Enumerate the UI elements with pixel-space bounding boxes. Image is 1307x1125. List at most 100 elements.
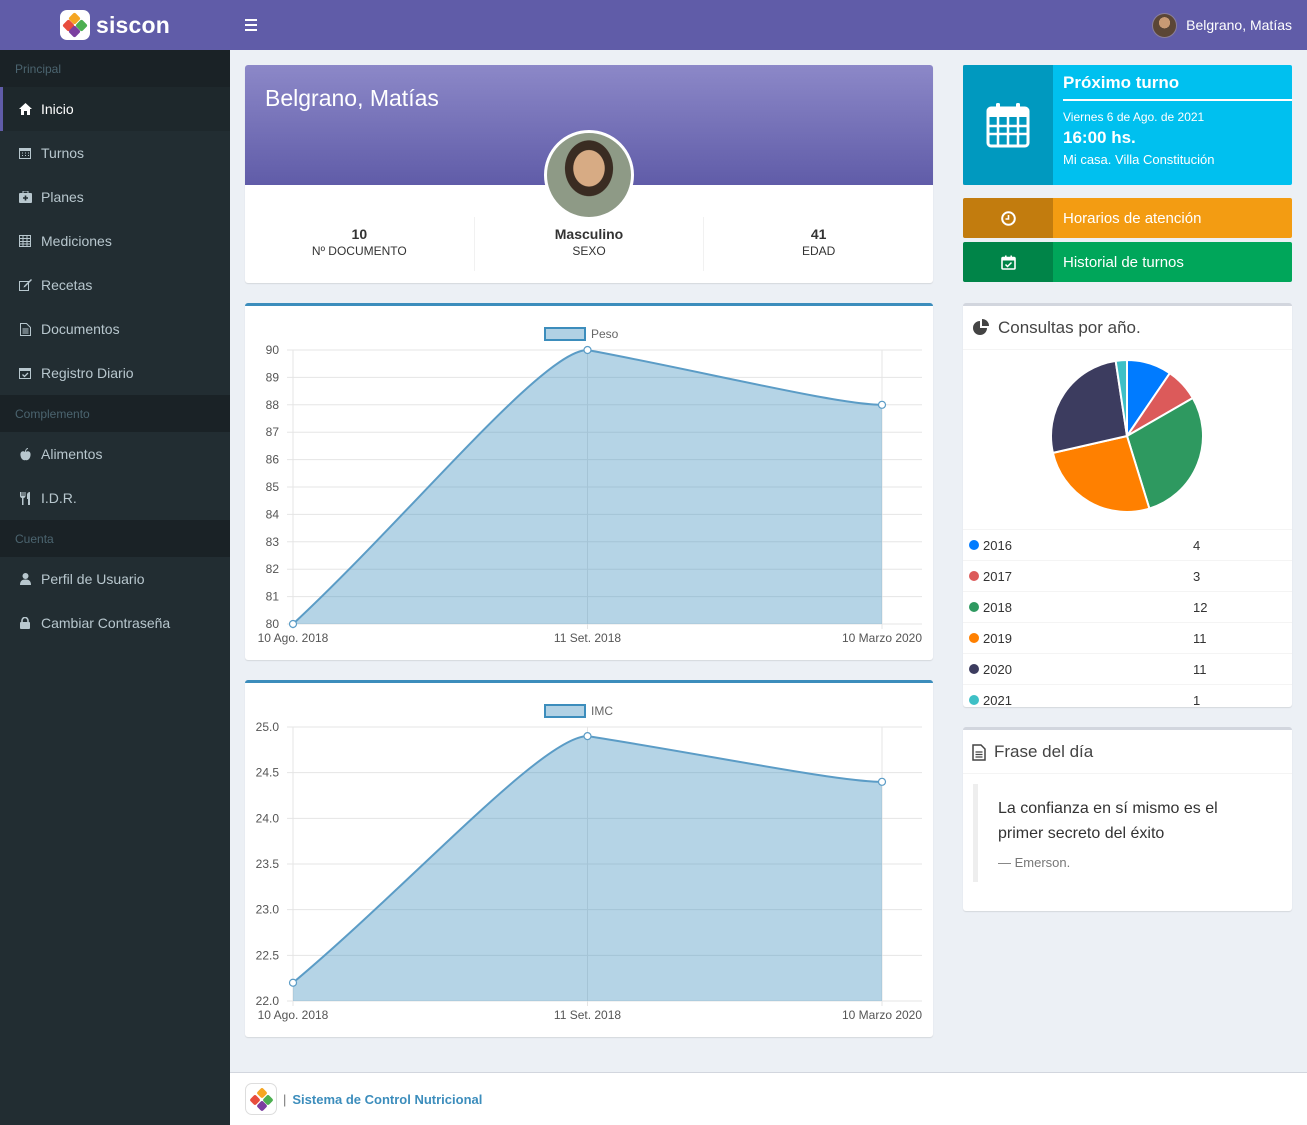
pie-slice-2019 [1051, 434, 1151, 513]
menu-toggle-icon[interactable] [245, 19, 259, 31]
calendar-icon [18, 146, 32, 160]
legend-year: 2017 [983, 568, 1012, 584]
sidebar-item-label: Perfil de Usuario [41, 571, 145, 587]
sidebar-item-label: Alimentos [41, 446, 103, 462]
imc-chart: IMC 22.0 22.5 23.0 23.5 24.0 24.5 25.0 10 Ago. 2… [256, 704, 922, 1022]
home-icon [18, 102, 32, 116]
x-tick-label: 10 Marzo 2020 [842, 631, 922, 645]
sidebar: Principal Inicio Turnos Planes Medicione… [0, 50, 230, 1125]
y-tick-label: 82 [266, 562, 280, 576]
y-tick-label: 23.0 [256, 903, 280, 917]
legend-swatch [544, 327, 586, 341]
sidebar-item-alimentos[interactable]: Alimentos [0, 432, 230, 476]
edit-icon [18, 278, 32, 292]
data-point [877, 400, 887, 409]
sidebar-item-label: I.D.R. [41, 490, 77, 506]
legend-count: 3 [1193, 568, 1201, 584]
y-tick-label: 81 [266, 590, 280, 604]
next-turn-title: Próximo turno [1063, 71, 1292, 101]
sidebar-item-recetas[interactable]: Recetas [0, 263, 230, 307]
sidebar-item-perfil[interactable]: Perfil de Usuario [0, 557, 230, 601]
stat-value: Masculino [554, 226, 624, 242]
sidebar-item-label: Cambiar Contraseña [41, 615, 171, 631]
sidebar-item-idr[interactable]: I.D.R. [0, 476, 230, 520]
calendar-icon [963, 65, 1053, 185]
x-tick-label: 11 Set. 2018 [554, 631, 621, 645]
x-tick-label: 10 Ago. 2018 [258, 1008, 329, 1022]
x-tick-label: 11 Set. 2018 [554, 1008, 621, 1022]
y-tick-label: 22.0 [256, 994, 280, 1008]
legend-row: 2021 1 [963, 684, 1292, 715]
sidebar-item-label: Registro Diario [41, 365, 134, 381]
y-tick-label: 88 [266, 398, 280, 412]
y-tick-label: 86 [266, 453, 280, 467]
legend-dot [969, 571, 979, 581]
siscon-logo-icon [59, 10, 90, 40]
sidebar-item-registro-diario[interactable]: Registro Diario [0, 351, 230, 395]
data-point [583, 732, 592, 741]
brand-logo[interactable]: siscon [0, 0, 230, 50]
quote-title-text: Frase del día [994, 742, 1094, 761]
legend-dot [969, 633, 979, 643]
profile-card: Belgrano, Matías 10 Nº DOCUMENTO Masculi… [245, 65, 933, 283]
legend-row: 2018 12 [963, 591, 1292, 622]
legend-count: 12 [1193, 599, 1208, 615]
data-point [288, 978, 298, 987]
quote-text: La confianza en sí mismo es el primer se… [998, 800, 1218, 842]
consultas-box: Consultas por año. 2016 4 2017 3 2018 12 20… [963, 303, 1292, 708]
peso-chart-box: Peso 80 81 82 83 84 85 86 87 88 89 90 10 Ago. 2018 11… [245, 303, 933, 660]
user-menu[interactable]: Belgrano, Matías [1152, 12, 1292, 38]
historial-link[interactable]: Historial de turnos [963, 242, 1292, 282]
area-fill [293, 350, 882, 624]
profile-photo [544, 130, 634, 220]
lock-icon [18, 616, 32, 630]
footer-text[interactable]: Sistema de Control Nutricional [292, 1091, 483, 1107]
imc-chart-box: IMC 22.0 22.5 23.0 23.5 24.0 24.5 25.0 10 Ago. 2… [245, 680, 933, 1037]
legend-label: Peso [591, 327, 619, 341]
legend-dot [969, 602, 979, 612]
sidebar-item-inicio[interactable]: Inicio [0, 87, 230, 131]
brand-name: siscon [95, 11, 171, 38]
stat-documento: 10 Nº DOCUMENTO [245, 217, 475, 271]
sidebar-item-mediciones[interactable]: Mediciones [0, 219, 230, 263]
legend-year: 2020 [983, 661, 1012, 677]
horarios-label: Horarios de atención [1063, 209, 1202, 227]
sidebar-item-cambiar-contrasena[interactable]: Cambiar Contraseña [0, 601, 230, 645]
y-tick-label: 24.0 [256, 811, 280, 825]
sidebar-item-label: Inicio [41, 101, 74, 117]
sidebar-item-label: Planes [41, 189, 84, 205]
table-icon [18, 234, 32, 248]
y-tick-label: 84 [266, 507, 280, 521]
quote-title: Frase del día [963, 730, 1292, 774]
sidebar-item-turnos[interactable]: Turnos [0, 131, 230, 175]
x-tick-label: 10 Marzo 2020 [842, 1008, 922, 1022]
legend-dot [969, 540, 979, 550]
legend-row: 2017 3 [963, 560, 1292, 591]
legend-year: 2016 [983, 537, 1012, 553]
y-tick-label: 87 [266, 425, 280, 439]
next-turn-card[interactable]: Próximo turno Viernes 6 de Ago. de 2021 … [963, 65, 1292, 185]
sidebar-section-cuenta: Cuenta [0, 520, 230, 557]
legend-dot [969, 695, 979, 705]
legend-row: 2016 4 [963, 529, 1292, 560]
y-tick-label: 80 [266, 617, 280, 631]
stat-edad: 41 EDAD [704, 217, 933, 271]
sidebar-section-principal: Principal [0, 50, 230, 87]
area-fill [293, 736, 882, 1001]
horarios-link[interactable]: Horarios de atención [963, 198, 1292, 238]
y-tick-label: 83 [266, 535, 280, 549]
avatar [1152, 12, 1178, 38]
apple-icon [18, 447, 32, 461]
sidebar-item-planes[interactable]: Planes [0, 175, 230, 219]
y-tick-label: 24.5 [256, 766, 280, 780]
sidebar-item-documentos[interactable]: Documentos [0, 307, 230, 351]
data-point [288, 619, 298, 629]
siscon-logo-icon [245, 1083, 277, 1115]
sidebar-item-label: Mediciones [41, 233, 112, 249]
stat-label: Nº DOCUMENTO [311, 244, 407, 258]
legend-row: 2019 11 [963, 622, 1292, 653]
calendar-check-icon [963, 242, 1053, 282]
historial-label: Historial de turnos [1063, 253, 1184, 271]
legend-count: 1 [1193, 692, 1201, 708]
y-tick-label: 22.5 [256, 948, 280, 962]
